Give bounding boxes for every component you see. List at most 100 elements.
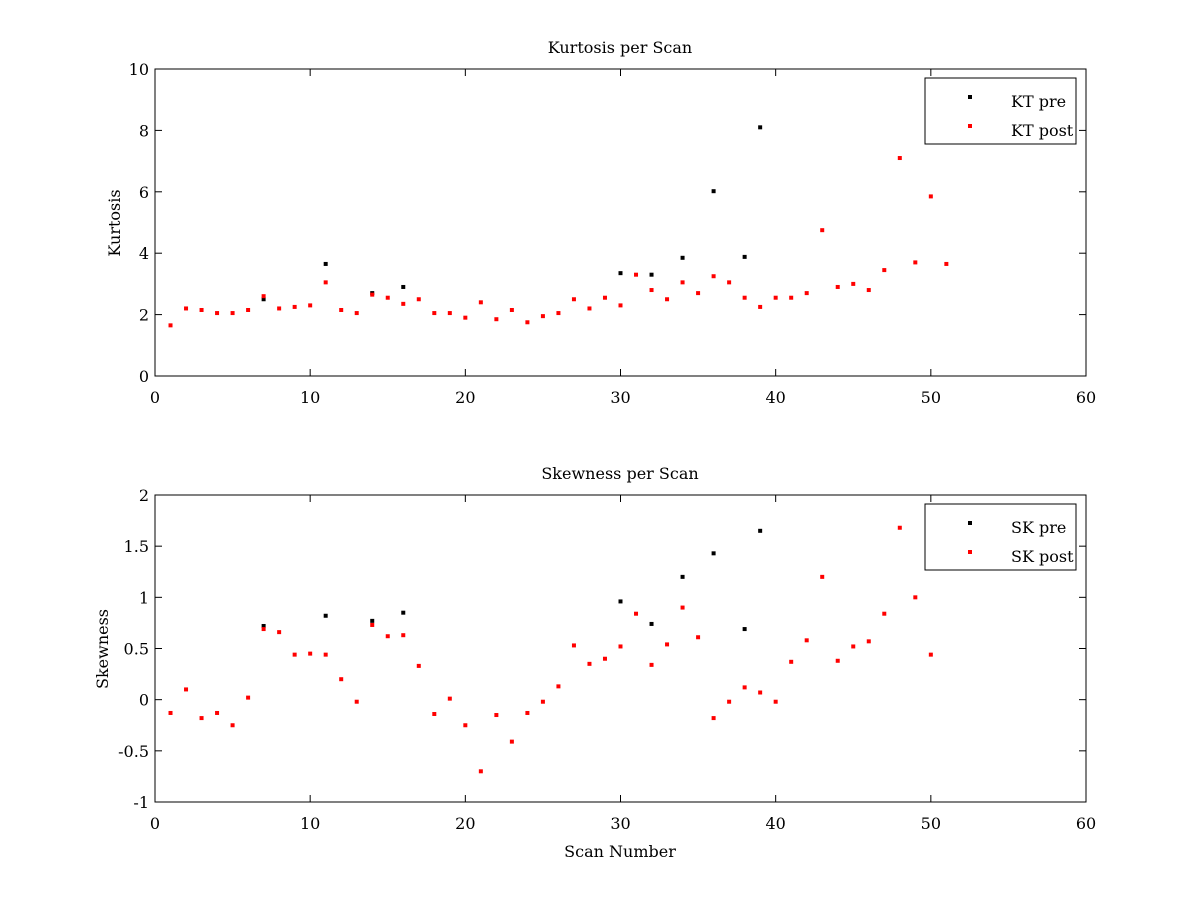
data-point-sk-post <box>820 574 825 579</box>
kurtosis-points <box>168 125 949 328</box>
kurtosis-panel: Kurtosis per Scan Kurtosis 0 10 20 30 40 50 60… <box>105 38 1096 407</box>
data-point-sk-pre <box>758 528 763 533</box>
data-point-sk-post <box>711 716 716 721</box>
data-point-kt-post <box>587 306 592 311</box>
data-point-sk-post <box>215 710 220 715</box>
data-point-sk-post <box>649 662 654 667</box>
data-point-kt-pre <box>711 189 716 194</box>
data-point-sk-post <box>727 699 732 704</box>
data-point-kt-post <box>230 311 235 316</box>
x-tick-label: 20 <box>455 388 475 407</box>
data-point-sk-post <box>851 644 856 649</box>
data-point-kt-post <box>478 300 483 305</box>
kurtosis-y-axis-label: Kurtosis <box>105 189 124 256</box>
skewness-axes-box <box>154 494 1087 803</box>
data-point-kt-post <box>680 280 685 285</box>
data-point-sk-post <box>261 627 266 632</box>
data-point-kt-post <box>742 295 747 300</box>
data-point-kt-post <box>323 280 328 285</box>
kurtosis-chart-title: Kurtosis per Scan <box>548 38 692 57</box>
data-point-sk-post <box>618 644 623 649</box>
data-point-kt-pre <box>680 255 685 260</box>
data-point-sk-post <box>680 605 685 610</box>
data-point-sk-post <box>913 595 918 600</box>
data-point-sk-pre <box>680 574 685 579</box>
data-point-sk-post <box>866 639 871 644</box>
x-tick-label: 0 <box>150 388 160 407</box>
skewness-axis-ticks: 0 10 20 30 40 50 60 -1 -0.5 0 0.5 1 1.5 2 <box>118 486 1096 833</box>
kurtosis-axes-box <box>154 68 1087 377</box>
y-tick-label: -1 <box>133 793 149 812</box>
data-point-sk-post <box>277 630 282 635</box>
data-point-kt-post <box>509 307 514 312</box>
data-point-kt-pre <box>261 297 266 302</box>
data-point-sk-post <box>246 695 251 700</box>
data-point-sk-pre <box>649 621 654 626</box>
data-point-sk-post <box>758 690 763 695</box>
data-point-sk-post <box>354 699 359 704</box>
data-point-sk-post <box>447 696 452 701</box>
data-point-sk-pre <box>711 551 716 556</box>
y-tick-label: 1.5 <box>124 537 149 556</box>
data-point-sk-post <box>540 699 545 704</box>
data-point-sk-post <box>416 663 421 668</box>
data-point-kt-post <box>401 301 406 306</box>
data-point-kt-post <box>866 288 871 293</box>
data-point-sk-pre <box>618 599 623 604</box>
data-point-kt-post <box>820 228 825 233</box>
data-point-kt-post <box>913 260 918 265</box>
data-point-sk-post <box>509 739 514 744</box>
data-point-kt-post <box>789 295 794 300</box>
data-point-kt-post <box>556 311 561 316</box>
data-point-sk-post <box>742 685 747 690</box>
data-point-kt-pre <box>742 254 747 259</box>
x-tick-label: 30 <box>610 814 630 833</box>
data-point-sk-post <box>323 652 328 657</box>
y-tick-label: 10 <box>129 60 149 79</box>
data-point-kt-pre <box>401 284 406 289</box>
data-point-kt-post <box>602 295 607 300</box>
x-tick-label: 0 <box>150 814 160 833</box>
data-point-sk-post <box>602 656 607 661</box>
data-point-sk-post <box>525 710 530 715</box>
x-tick-label: 40 <box>765 388 785 407</box>
y-tick-label: 0.5 <box>124 640 149 659</box>
data-point-kt-post <box>416 297 421 302</box>
y-tick-label: 1 <box>139 588 149 607</box>
y-tick-label: 8 <box>139 121 149 140</box>
skewness-points <box>168 525 933 774</box>
data-point-sk-pre <box>401 610 406 615</box>
data-point-sk-post <box>804 638 809 643</box>
data-point-sk-post <box>556 684 561 689</box>
x-tick-label: 60 <box>1076 388 1096 407</box>
x-tick-label: 60 <box>1076 814 1096 833</box>
y-tick-label: -0.5 <box>118 742 149 761</box>
data-point-kt-post <box>168 323 173 328</box>
skewness-chart-title: Skewness per Scan <box>541 464 698 483</box>
data-point-sk-pre <box>261 623 266 628</box>
data-point-kt-post <box>308 303 313 308</box>
data-point-kt-post <box>432 311 437 316</box>
data-point-sk-post <box>432 711 437 716</box>
data-point-sk-post <box>634 611 639 616</box>
data-point-sk-pre <box>323 613 328 618</box>
data-point-sk-post <box>897 525 902 530</box>
data-point-sk-post <box>773 699 778 704</box>
data-point-sk-post <box>199 716 204 721</box>
data-point-kt-post <box>851 281 856 286</box>
y-tick-label: 6 <box>139 183 149 202</box>
data-point-kt-post <box>618 303 623 308</box>
data-point-kt-post <box>184 306 189 311</box>
skewness-legend-box <box>924 503 1077 571</box>
legend-label-sk-post: SK post <box>1011 547 1074 566</box>
data-point-kt-post <box>804 291 809 296</box>
legend-marker-sk-post <box>968 550 972 554</box>
legend-label-kt-pre: KT pre <box>1011 92 1066 111</box>
x-tick-label: 50 <box>921 814 941 833</box>
data-point-kt-pre <box>323 261 328 266</box>
x-tick-label: 40 <box>765 814 785 833</box>
data-point-sk-post <box>463 723 468 728</box>
data-point-sk-post <box>696 635 701 640</box>
data-point-sk-pre <box>742 627 747 632</box>
